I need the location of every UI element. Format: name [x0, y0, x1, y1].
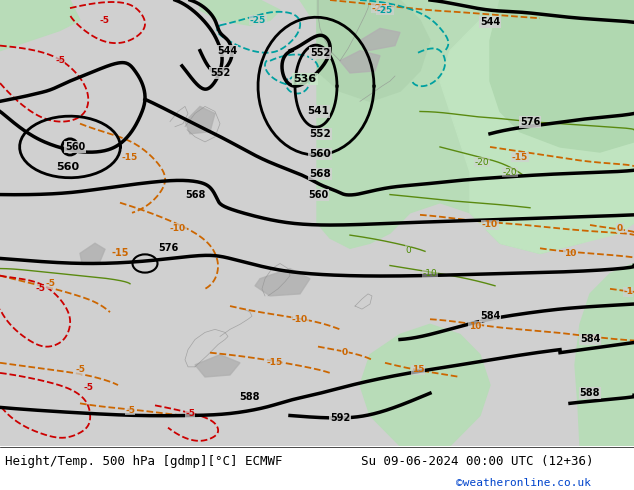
Text: ©weatheronline.co.uk: ©weatheronline.co.uk — [456, 478, 592, 488]
Polygon shape — [440, 0, 634, 253]
Polygon shape — [0, 0, 40, 41]
Text: -20: -20 — [475, 158, 489, 167]
Text: -5: -5 — [55, 56, 65, 65]
Text: 15: 15 — [411, 366, 424, 374]
Polygon shape — [340, 50, 380, 73]
Text: -10: -10 — [482, 220, 498, 229]
Text: Height/Temp. 500 hPa [gdmp][°C] ECMWF: Height/Temp. 500 hPa [gdmp][°C] ECMWF — [5, 455, 283, 468]
Text: 560: 560 — [308, 190, 328, 199]
Text: -1: -1 — [623, 287, 633, 296]
Polygon shape — [360, 324, 490, 446]
Text: -25: -25 — [250, 16, 266, 25]
Text: 10: 10 — [564, 249, 576, 258]
Text: -5: -5 — [125, 406, 135, 415]
Text: 592: 592 — [330, 413, 350, 422]
Polygon shape — [360, 28, 400, 50]
Polygon shape — [185, 106, 215, 134]
Text: -5: -5 — [75, 366, 85, 374]
Polygon shape — [0, 0, 80, 50]
Text: 552: 552 — [310, 48, 330, 58]
Polygon shape — [300, 0, 360, 20]
Text: 560: 560 — [56, 162, 79, 172]
Text: -20: -20 — [503, 168, 517, 177]
Text: 552: 552 — [210, 68, 230, 78]
Text: 576: 576 — [158, 244, 178, 253]
Text: 536: 536 — [294, 74, 316, 84]
Text: -5: -5 — [100, 16, 110, 25]
Polygon shape — [80, 243, 105, 264]
Polygon shape — [575, 264, 634, 446]
Text: 560: 560 — [309, 149, 331, 159]
Text: -15: -15 — [122, 152, 138, 162]
Text: -5: -5 — [45, 279, 55, 288]
Text: 588: 588 — [240, 392, 260, 402]
Polygon shape — [317, 0, 430, 101]
Text: 552: 552 — [309, 129, 331, 139]
Polygon shape — [255, 269, 310, 296]
Polygon shape — [317, 0, 634, 253]
Text: 588: 588 — [579, 388, 600, 398]
Text: 0: 0 — [342, 348, 348, 357]
Text: -5: -5 — [185, 409, 195, 418]
Text: -15: -15 — [267, 358, 283, 368]
Polygon shape — [490, 0, 634, 152]
Text: 576: 576 — [520, 117, 540, 126]
Text: 568: 568 — [309, 170, 331, 179]
Text: -10: -10 — [423, 269, 437, 278]
Text: -15: -15 — [512, 152, 528, 162]
Text: 560: 560 — [65, 142, 85, 152]
Text: 584: 584 — [580, 335, 600, 344]
Text: 544: 544 — [217, 46, 237, 56]
Text: Su 09-06-2024 00:00 UTC (12+36): Su 09-06-2024 00:00 UTC (12+36) — [361, 455, 594, 468]
Text: -5: -5 — [35, 284, 45, 294]
Text: -5: -5 — [83, 383, 93, 392]
Text: -25: -25 — [372, 3, 388, 13]
Text: -10: -10 — [292, 315, 308, 324]
Text: -25: -25 — [377, 5, 393, 15]
Text: 10: 10 — [469, 322, 481, 331]
Text: 568: 568 — [185, 190, 205, 199]
Text: -15: -15 — [111, 248, 129, 258]
Polygon shape — [195, 355, 240, 377]
Text: 541: 541 — [307, 106, 329, 117]
Text: 0: 0 — [617, 223, 623, 233]
Text: 0: 0 — [405, 246, 411, 255]
Text: -10: -10 — [170, 223, 186, 233]
Polygon shape — [200, 0, 280, 25]
Text: 544: 544 — [480, 17, 500, 27]
Text: 584: 584 — [480, 311, 500, 321]
